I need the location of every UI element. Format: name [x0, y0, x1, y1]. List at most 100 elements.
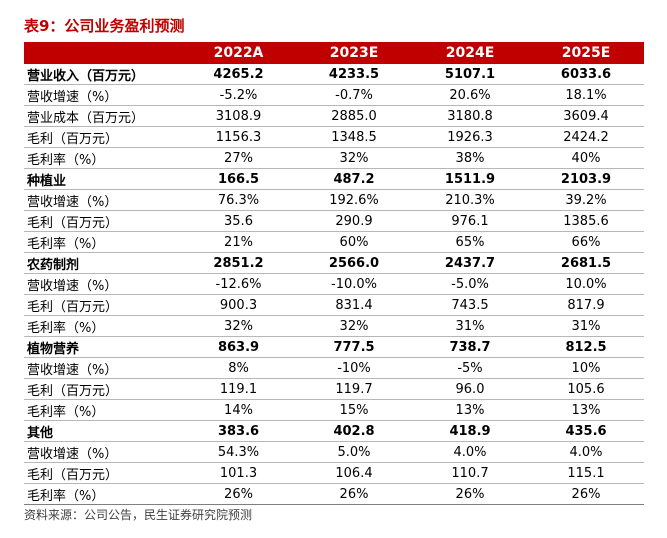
value-cell: -0.7%	[296, 84, 412, 106]
row-label: 种植业	[24, 168, 181, 190]
row-label: 植物营养	[24, 336, 181, 358]
value-cell: -10.0%	[296, 273, 412, 295]
table-row-segment: 农药制剂 2851.2 2566.0 2437.7 2681.5	[24, 252, 644, 274]
value-cell: 1926.3	[412, 126, 528, 148]
value-cell: 20.6%	[412, 84, 528, 106]
value-cell: 32%	[296, 147, 412, 169]
table-row: 毛利率（%） 26% 26% 26% 26%	[24, 483, 644, 505]
value-cell: 13%	[528, 399, 644, 421]
value-cell: 1156.3	[181, 126, 296, 148]
value-cell: 487.2	[296, 168, 412, 190]
value-cell: 2681.5	[528, 252, 644, 274]
table-row: 营业成本（百万元） 3108.9 2885.0 3180.8 3609.4	[24, 105, 644, 127]
value-cell: 54.3%	[181, 441, 296, 463]
row-label: 毛利（百万元）	[24, 126, 181, 148]
value-cell: 2424.2	[528, 126, 644, 148]
value-cell: 13%	[412, 399, 528, 421]
row-label: 营收增速（%）	[24, 189, 181, 211]
row-label: 毛利率（%）	[24, 315, 181, 337]
row-label: 毛利率（%）	[24, 399, 181, 421]
value-cell: 119.7	[296, 378, 412, 400]
value-cell: 4.0%	[528, 441, 644, 463]
value-cell: -5%	[412, 357, 528, 379]
table-row: 毛利率（%） 14% 15% 13% 13%	[24, 399, 644, 421]
row-label: 毛利率（%）	[24, 231, 181, 253]
row-label: 营收增速（%）	[24, 441, 181, 463]
table-row: 营收增速（%） 8% -10% -5% 10%	[24, 357, 644, 379]
value-cell: 26%	[296, 483, 412, 505]
value-cell: 6033.6	[528, 64, 644, 85]
value-cell: 115.1	[528, 462, 644, 484]
value-cell: 192.6%	[296, 189, 412, 211]
value-cell: 31%	[412, 315, 528, 337]
row-label: 其他	[24, 420, 181, 442]
value-cell: -5.2%	[181, 84, 296, 106]
table-row: 毛利率（%） 32% 32% 31% 31%	[24, 315, 644, 337]
table-header-row: 2022A 2023E 2024E 2025E	[24, 42, 644, 64]
page-title: 表9：公司业务盈利预测	[24, 17, 185, 35]
value-cell: 3108.9	[181, 105, 296, 127]
table-row-segment: 种植业 166.5 487.2 1511.9 2103.9	[24, 168, 644, 190]
value-cell: 831.4	[296, 294, 412, 316]
value-cell: 3609.4	[528, 105, 644, 127]
header-cell-year: 2025E	[528, 42, 644, 64]
row-label: 毛利（百万元）	[24, 462, 181, 484]
table-row: 营收增速（%） 54.3% 5.0% 4.0% 4.0%	[24, 441, 644, 463]
row-label: 毛利率（%）	[24, 147, 181, 169]
table-row: 营收增速（%） -5.2% -0.7% 20.6% 18.1%	[24, 84, 644, 106]
table-row: 毛利率（%） 21% 60% 65% 66%	[24, 231, 644, 253]
header-cell-year: 2022A	[181, 42, 296, 64]
value-cell: 383.6	[181, 420, 296, 442]
table-row-segment: 植物营养 863.9 777.5 738.7 812.5	[24, 336, 644, 358]
row-label: 营收增速（%）	[24, 357, 181, 379]
header-cell-year: 2023E	[296, 42, 412, 64]
value-cell: 15%	[296, 399, 412, 421]
value-cell: 14%	[181, 399, 296, 421]
value-cell: 402.8	[296, 420, 412, 442]
value-cell: 10.0%	[528, 273, 644, 295]
value-cell: 1348.5	[296, 126, 412, 148]
value-cell: 3180.8	[412, 105, 528, 127]
value-cell: 26%	[412, 483, 528, 505]
header-cell-label	[24, 42, 181, 64]
value-cell: 210.3%	[412, 189, 528, 211]
row-label: 毛利（百万元）	[24, 378, 181, 400]
value-cell: 26%	[528, 483, 644, 505]
row-label: 毛利（百万元）	[24, 210, 181, 232]
value-cell: 435.6	[528, 420, 644, 442]
value-cell: -12.6%	[181, 273, 296, 295]
value-cell: 2566.0	[296, 252, 412, 274]
value-cell: 2885.0	[296, 105, 412, 127]
value-cell: 418.9	[412, 420, 528, 442]
value-cell: 1511.9	[412, 168, 528, 190]
value-cell: 5107.1	[412, 64, 528, 85]
table-row: 营收增速（%） 76.3% 192.6% 210.3% 39.2%	[24, 189, 644, 211]
value-cell: 21%	[181, 231, 296, 253]
table-row-segment: 营业收入（百万元） 4265.2 4233.5 5107.1 6033.6	[24, 64, 644, 85]
value-cell: -10%	[296, 357, 412, 379]
value-cell: 26%	[181, 483, 296, 505]
row-label: 营收增速（%）	[24, 84, 181, 106]
value-cell: 5.0%	[296, 441, 412, 463]
value-cell: 2103.9	[528, 168, 644, 190]
value-cell: 2437.7	[412, 252, 528, 274]
value-cell: 4.0%	[412, 441, 528, 463]
value-cell: 8%	[181, 357, 296, 379]
table-row: 毛利（百万元） 35.6 290.9 976.1 1385.6	[24, 210, 644, 232]
value-cell: 812.5	[528, 336, 644, 358]
value-cell: -5.0%	[412, 273, 528, 295]
table-row: 毛利（百万元） 119.1 119.7 96.0 105.6	[24, 378, 644, 400]
value-cell: 65%	[412, 231, 528, 253]
value-cell: 38%	[412, 147, 528, 169]
value-cell: 31%	[528, 315, 644, 337]
value-cell: 60%	[296, 231, 412, 253]
value-cell: 27%	[181, 147, 296, 169]
value-cell: 738.7	[412, 336, 528, 358]
value-cell: 110.7	[412, 462, 528, 484]
value-cell: 4233.5	[296, 64, 412, 85]
value-cell: 119.1	[181, 378, 296, 400]
value-cell: 66%	[528, 231, 644, 253]
value-cell: 106.4	[296, 462, 412, 484]
row-label: 农药制剂	[24, 252, 181, 274]
value-cell: 976.1	[412, 210, 528, 232]
